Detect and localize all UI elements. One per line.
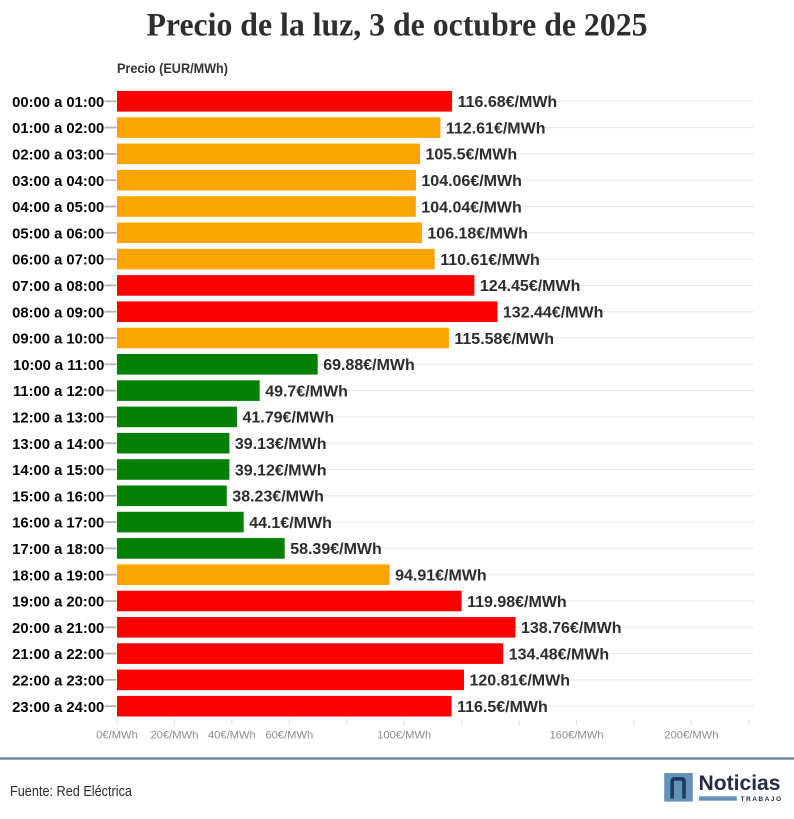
svg-text:58.39€/MWh: 58.39€/MWh [290, 541, 382, 558]
svg-text:00:00 a 01:00: 00:00 a 01:00 [12, 95, 104, 111]
svg-text:200€/MWh: 200€/MWh [664, 730, 718, 742]
svg-text:04:00 a 05:00: 04:00 a 05:00 [12, 200, 104, 216]
svg-text:06:00 a 07:00: 06:00 a 07:00 [12, 253, 104, 269]
svg-text:17:00 a 18:00: 17:00 a 18:00 [12, 542, 104, 558]
svg-text:05:00 a 06:00: 05:00 a 06:00 [12, 226, 104, 242]
svg-text:39.12€/MWh: 39.12€/MWh [235, 462, 327, 479]
svg-text:Precio (EUR/MWh): Precio (EUR/MWh) [117, 61, 228, 76]
svg-text:40€/MWh: 40€/MWh [208, 730, 256, 742]
svg-text:100€/MWh: 100€/MWh [377, 730, 431, 742]
svg-text:16:00 a 17:00: 16:00 a 17:00 [12, 516, 104, 532]
svg-text:07:00 a 08:00: 07:00 a 08:00 [12, 279, 104, 295]
svg-text:15:00 a 16:00: 15:00 a 16:00 [12, 489, 104, 505]
svg-text:39.13€/MWh: 39.13€/MWh [235, 436, 327, 453]
svg-text:20€/MWh: 20€/MWh [150, 730, 198, 742]
svg-text:138.76€/MWh: 138.76€/MWh [521, 620, 621, 637]
svg-text:106.18€/MWh: 106.18€/MWh [427, 226, 527, 243]
svg-text:Fuente: Red Eléctrica: Fuente: Red Eléctrica [10, 783, 133, 800]
svg-text:124.45€/MWh: 124.45€/MWh [480, 278, 580, 295]
svg-text:120.81€/MWh: 120.81€/MWh [470, 673, 570, 690]
svg-text:94.91€/MWh: 94.91€/MWh [395, 568, 487, 585]
svg-text:116.5€/MWh: 116.5€/MWh [457, 699, 548, 716]
svg-text:115.58€/MWh: 115.58€/MWh [454, 331, 554, 348]
svg-text:13:00 a 14:00: 13:00 a 14:00 [12, 437, 104, 453]
svg-text:21:00 a 22:00: 21:00 a 22:00 [12, 647, 104, 663]
svg-text:20:00 a 21:00: 20:00 a 21:00 [12, 621, 104, 637]
svg-text:44.1€/MWh: 44.1€/MWh [249, 515, 332, 532]
svg-text:01:00 a 02:00: 01:00 a 02:00 [12, 121, 104, 137]
svg-text:49.7€/MWh: 49.7€/MWh [265, 383, 348, 400]
svg-text:112.61€/MWh: 112.61€/MWh [446, 120, 546, 137]
svg-text:69.88€/MWh: 69.88€/MWh [323, 357, 415, 374]
svg-text:TRABAJO: TRABAJO [741, 796, 783, 803]
svg-text:110.61€/MWh: 110.61€/MWh [440, 252, 540, 269]
svg-text:10:00 a 11:00: 10:00 a 11:00 [13, 358, 104, 374]
svg-text:38.23€/MWh: 38.23€/MWh [232, 489, 324, 506]
svg-text:41.79€/MWh: 41.79€/MWh [243, 410, 335, 427]
svg-text:08:00 a 09:00: 08:00 a 09:00 [12, 305, 104, 321]
svg-text:Noticias: Noticias [699, 771, 781, 795]
svg-text:23:00 a 24:00: 23:00 a 24:00 [12, 700, 104, 716]
svg-text:19:00 a 20:00: 19:00 a 20:00 [12, 595, 104, 611]
svg-text:0€/MWh: 0€/MWh [96, 730, 138, 742]
svg-text:60€/MWh: 60€/MWh [265, 730, 313, 742]
svg-text:Precio de la luz, 3 de octubre: Precio de la luz, 3 de octubre de 2025 [147, 8, 648, 44]
svg-text:104.04€/MWh: 104.04€/MWh [421, 199, 521, 216]
svg-text:03:00 a 04:00: 03:00 a 04:00 [12, 174, 104, 190]
svg-text:160€/MWh: 160€/MWh [549, 730, 603, 742]
svg-text:104.06€/MWh: 104.06€/MWh [421, 173, 521, 190]
svg-text:18:00 a 19:00: 18:00 a 19:00 [12, 568, 104, 584]
svg-text:14:00 a 15:00: 14:00 a 15:00 [12, 463, 104, 479]
svg-text:09:00 a 10:00: 09:00 a 10:00 [12, 332, 104, 348]
svg-text:119.98€/MWh: 119.98€/MWh [467, 594, 567, 611]
svg-text:12:00 a 13:00: 12:00 a 13:00 [12, 411, 104, 427]
svg-text:11:00 a 12:00: 11:00 a 12:00 [13, 384, 104, 400]
svg-text:132.44€/MWh: 132.44€/MWh [503, 305, 603, 322]
svg-text:02:00 a 03:00: 02:00 a 03:00 [12, 148, 104, 164]
svg-text:116.68€/MWh: 116.68€/MWh [458, 94, 558, 111]
svg-text:134.48€/MWh: 134.48€/MWh [509, 646, 609, 663]
svg-text:22:00 a 23:00: 22:00 a 23:00 [12, 674, 104, 690]
svg-text:105.5€/MWh: 105.5€/MWh [426, 147, 518, 164]
